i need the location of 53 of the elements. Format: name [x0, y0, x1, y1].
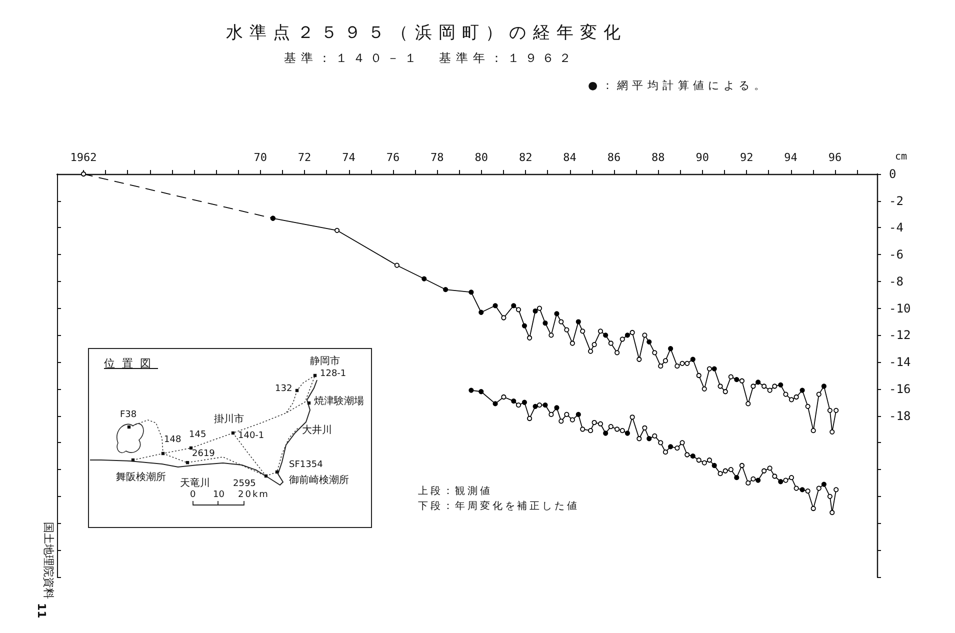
annotation: 上段：観測値	[418, 486, 492, 498]
x-tick-label: 84	[563, 151, 577, 164]
x-tick-label: 80	[474, 151, 488, 164]
y-tick-label: -8	[889, 274, 904, 288]
y-tick-label: -4	[889, 220, 904, 235]
x-tick-label: 74	[342, 151, 356, 164]
x-tick-label: 86	[607, 151, 621, 164]
x-tick-label: 82	[518, 151, 532, 164]
y-axis-title: cm	[895, 152, 908, 162]
annotation: 20km	[238, 490, 270, 500]
annotation: 148	[164, 435, 182, 446]
text: ●：網平均計算値による。	[588, 79, 769, 93]
y-tick-label: -2	[889, 194, 904, 208]
x-tick-label: 94	[784, 151, 798, 164]
annotation: 0	[190, 490, 196, 500]
annotation: 145	[189, 430, 206, 440]
y-tick-label: -10	[889, 301, 911, 316]
annotation: 舞阪検潮所	[116, 472, 166, 484]
text: 国土地理院資料	[41, 522, 55, 599]
y-tick-label: -14	[889, 355, 911, 370]
annotation: 132	[275, 384, 292, 394]
y-tick-label: -18	[889, 408, 911, 423]
y-tick-label: -12	[889, 328, 911, 342]
annotation: 2619	[192, 449, 215, 460]
y-tick-label: -16	[889, 382, 911, 396]
annotation: 天竜川	[180, 478, 210, 490]
x-tick-label: 96	[828, 151, 842, 164]
x-tick-label: 90	[696, 151, 710, 164]
annotation: 御前崎検潮所	[289, 475, 349, 486]
annotation: SF1354	[289, 460, 323, 470]
x-tick-label: 70	[254, 151, 267, 164]
annotation: 下段：年周変化を補正した値	[418, 501, 580, 512]
annotation: 140-1	[238, 431, 264, 442]
annotation: 128-1	[320, 369, 346, 380]
x-tick-label: 76	[386, 151, 400, 164]
annotation: 10	[213, 490, 224, 500]
x-tick-label: 72	[298, 151, 312, 164]
annotation: 掛川市	[214, 414, 244, 426]
chart-subtitle: 基準：１４０－１ 基準年：１９６２	[284, 51, 576, 66]
annotation: 2595	[233, 479, 256, 490]
annotation: 静岡市	[310, 356, 340, 368]
y-tick-label: -6	[889, 248, 904, 262]
annotation: 焼津験潮場	[314, 396, 364, 408]
x-tick-label: 78	[430, 151, 444, 164]
annotation: 位置図	[104, 357, 158, 371]
annotation: F38	[120, 410, 137, 420]
chart-title: 水準点２５９５（浜岡町）の経年変化	[226, 23, 628, 44]
x-tick-label: 92	[740, 151, 754, 164]
x-tick-label: 1962	[70, 151, 97, 164]
y-tick-label: 0	[889, 167, 896, 181]
annotation: 大井川	[302, 425, 332, 436]
x-tick-label: 88	[652, 151, 665, 164]
text: 11	[34, 603, 48, 618]
